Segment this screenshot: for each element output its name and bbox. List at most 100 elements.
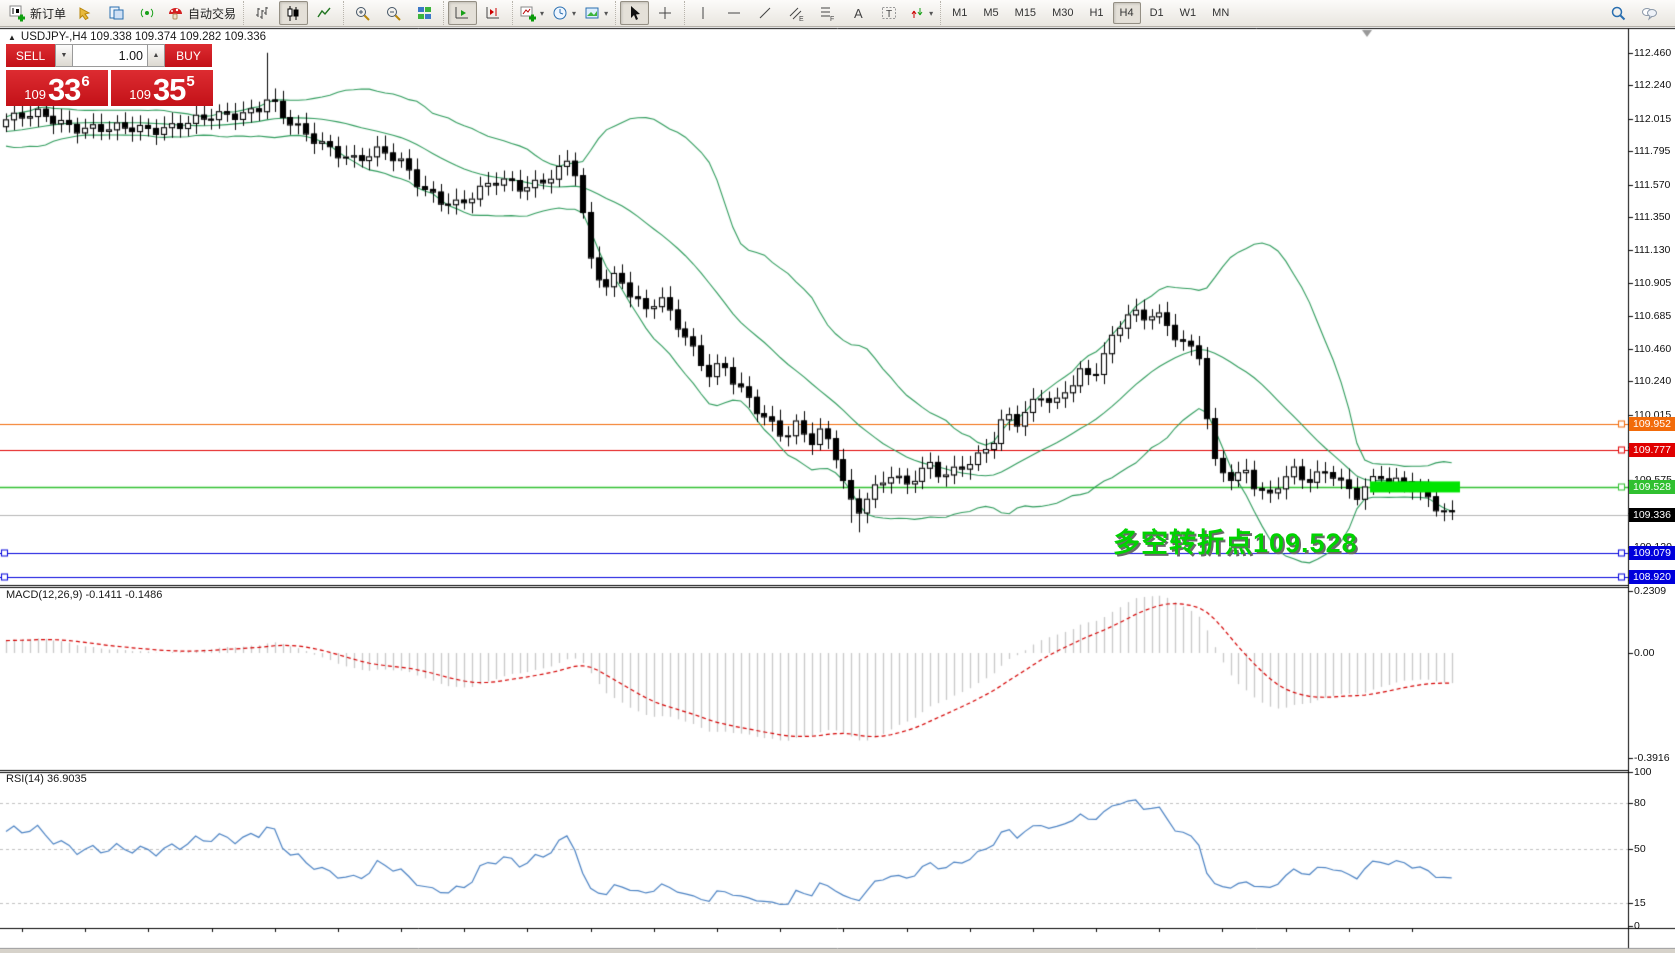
price-line-badge: 109.079 bbox=[1629, 546, 1675, 561]
community-button[interactable] bbox=[1635, 1, 1664, 25]
svg-text:F: F bbox=[830, 16, 834, 22]
templates-button-dropdown-caret[interactable]: ▾ bbox=[604, 8, 609, 18]
timeframe-button-m1[interactable]: M1 bbox=[952, 7, 968, 19]
crosshair-button[interactable] bbox=[651, 1, 680, 25]
toolbar-group: E F A T ▾ bbox=[684, 1, 940, 25]
price-line-badge: 108.920 bbox=[1629, 569, 1675, 584]
one-click-trading-panel: SELL ▼ ▲ BUY 109 33 6 109 35 5 bbox=[6, 44, 220, 106]
price-axis-tick-label: 110.905 bbox=[1634, 276, 1672, 289]
toolbar-group: 新订单 自动交易 bbox=[2, 1, 243, 25]
timeframe-button-m15[interactable]: M15 bbox=[1014, 7, 1037, 19]
timeframe-button-mn[interactable]: MN bbox=[1212, 7, 1230, 19]
macd-indicator-label: MACD(12,26,9) -0.1411 -0.1486 bbox=[6, 589, 163, 601]
price-axis-tick-label: 111.795 bbox=[1634, 145, 1671, 158]
chart-window: ▲ USDJPY-,H4 109.338 109.374 109.282 109.… bbox=[0, 27, 1675, 953]
main-toolbar: 新订单 自动交易 ▾ ▾ ▾ E F A T ▾ M1 M5 M15 M30 H1 H4 D1 W1 MN bbox=[0, 0, 1675, 27]
svg-text:E: E bbox=[799, 16, 804, 22]
zoom-out-button[interactable] bbox=[379, 1, 408, 25]
price-line-badge: 109.336 bbox=[1629, 508, 1675, 523]
rsi-scale-label: 15 bbox=[1634, 896, 1646, 909]
text-button[interactable]: A bbox=[844, 1, 873, 25]
price-axis-tick-label: 112.460 bbox=[1634, 46, 1672, 59]
macd-scale-label: -0.3916 bbox=[1634, 752, 1670, 765]
timeframe-group: M1 M5 M15 M30 H1 H4 D1 W1 MN bbox=[940, 1, 1240, 25]
svg-text:T: T bbox=[886, 9, 892, 20]
chart-pointer-button[interactable] bbox=[71, 1, 100, 25]
rsi-scale-label: 50 bbox=[1634, 842, 1646, 855]
new-order-button-label: 新订单 bbox=[30, 6, 67, 21]
auto-scroll-button[interactable] bbox=[448, 1, 478, 25]
data-window-button[interactable] bbox=[102, 1, 131, 25]
equidistant-channel-button[interactable]: E bbox=[782, 1, 811, 25]
fibonacci-button[interactable]: F bbox=[813, 1, 842, 25]
line-chart-button[interactable] bbox=[310, 1, 339, 25]
volume-decrease-button[interactable]: ▼ bbox=[55, 44, 73, 67]
templates-button[interactable]: ▾ bbox=[581, 1, 611, 25]
timeframe-button-w1[interactable]: W1 bbox=[1179, 7, 1197, 19]
price-axis-tick-label: 110.460 bbox=[1634, 342, 1672, 355]
chart-canvas[interactable] bbox=[0, 27, 1675, 953]
periods-button[interactable]: ▾ bbox=[549, 1, 579, 25]
price-axis-tick-label: 112.240 bbox=[1634, 79, 1672, 92]
price-axis-tick-label: 111.570 bbox=[1634, 178, 1671, 191]
rsi-scale-label: 80 bbox=[1634, 796, 1646, 809]
bar-chart-button[interactable] bbox=[248, 1, 277, 25]
text-label-button[interactable]: T bbox=[875, 1, 904, 25]
timeframe-button-h4[interactable]: H4 bbox=[1112, 2, 1141, 24]
price-axis-tick-label: 110.685 bbox=[1634, 309, 1672, 322]
price-line-badge: 109.528 bbox=[1629, 479, 1675, 494]
macd-scale-label: 0.2309 bbox=[1634, 584, 1667, 597]
toolbar-group bbox=[443, 1, 512, 25]
price-line-badge: 109.777 bbox=[1629, 443, 1675, 458]
toolbar-group bbox=[343, 1, 443, 25]
navigator-button[interactable] bbox=[133, 1, 162, 25]
symbol-ohlc-text: USDJPY-,H4 109.338 109.374 109.282 109.3… bbox=[20, 31, 267, 43]
toolbar-group bbox=[615, 1, 684, 25]
indicators-button-dropdown-caret[interactable]: ▾ bbox=[540, 8, 545, 18]
timeframe-button-h1[interactable]: H1 bbox=[1089, 7, 1104, 19]
toolbar-right-group bbox=[1603, 1, 1665, 25]
svg-text:A: A bbox=[854, 6, 863, 21]
price-axis-tick-label: 111.350 bbox=[1634, 211, 1671, 224]
timeframe-button-m5[interactable]: M5 bbox=[983, 7, 999, 19]
autotrading-button-label: 自动交易 bbox=[188, 6, 237, 21]
trendline-button[interactable] bbox=[751, 1, 780, 25]
rsi-indicator-label: RSI(14) 36.9035 bbox=[6, 773, 87, 785]
volume-increase-button[interactable]: ▲ bbox=[147, 44, 165, 67]
toolbar-group: ▾ ▾ ▾ bbox=[512, 1, 615, 25]
price-axis-tick-label: 110.240 bbox=[1634, 375, 1672, 388]
macd-scale-label: 0.00 bbox=[1634, 647, 1655, 659]
volume-input[interactable] bbox=[73, 44, 147, 67]
cursor-button[interactable] bbox=[620, 1, 650, 25]
sell-button[interactable]: SELL bbox=[6, 44, 55, 67]
rsi-scale-label: 100 bbox=[1634, 766, 1652, 779]
indicators-button[interactable]: ▾ bbox=[517, 1, 547, 25]
price-line-badge: 109.952 bbox=[1629, 417, 1675, 432]
window-bottom-edge bbox=[0, 949, 1675, 953]
chart-title: ▲ USDJPY-,H4 109.338 109.374 109.282 109.… bbox=[8, 31, 266, 43]
sell-price-display[interactable]: 109 33 6 bbox=[6, 70, 108, 106]
new-order-button[interactable]: 新订单 bbox=[6, 1, 69, 25]
price-axis-tick-label: 111.130 bbox=[1634, 243, 1671, 256]
tile-windows-button[interactable] bbox=[410, 1, 439, 25]
buy-price-display[interactable]: 109 35 5 bbox=[111, 70, 213, 106]
chart-text-annotation[interactable]: 多空转折点109.528 bbox=[1113, 528, 1358, 558]
buy-button[interactable]: BUY bbox=[165, 44, 212, 67]
vertical-line-button[interactable] bbox=[689, 1, 718, 25]
zoom-in-button[interactable] bbox=[348, 1, 377, 25]
arrows-button-dropdown-caret[interactable]: ▾ bbox=[929, 8, 934, 18]
arrows-button[interactable]: ▾ bbox=[906, 1, 936, 25]
search-button[interactable] bbox=[1604, 1, 1633, 25]
collapse-quote-panel-icon[interactable]: ▲ bbox=[8, 33, 16, 42]
periods-button-dropdown-caret[interactable]: ▾ bbox=[572, 8, 577, 18]
timeframe-button-m30[interactable]: M30 bbox=[1052, 7, 1074, 19]
rsi-scale-label: 0 bbox=[1634, 919, 1640, 932]
horizontal-line-button[interactable] bbox=[720, 1, 749, 25]
toolbar-group bbox=[243, 1, 343, 25]
timeframe-button-d1[interactable]: D1 bbox=[1149, 7, 1164, 19]
price-axis-tick-label: 112.015 bbox=[1634, 112, 1672, 125]
candlestick-chart-button[interactable] bbox=[279, 1, 309, 25]
chart-shift-button[interactable] bbox=[479, 1, 508, 25]
autotrading-button[interactable]: 自动交易 bbox=[164, 1, 239, 25]
